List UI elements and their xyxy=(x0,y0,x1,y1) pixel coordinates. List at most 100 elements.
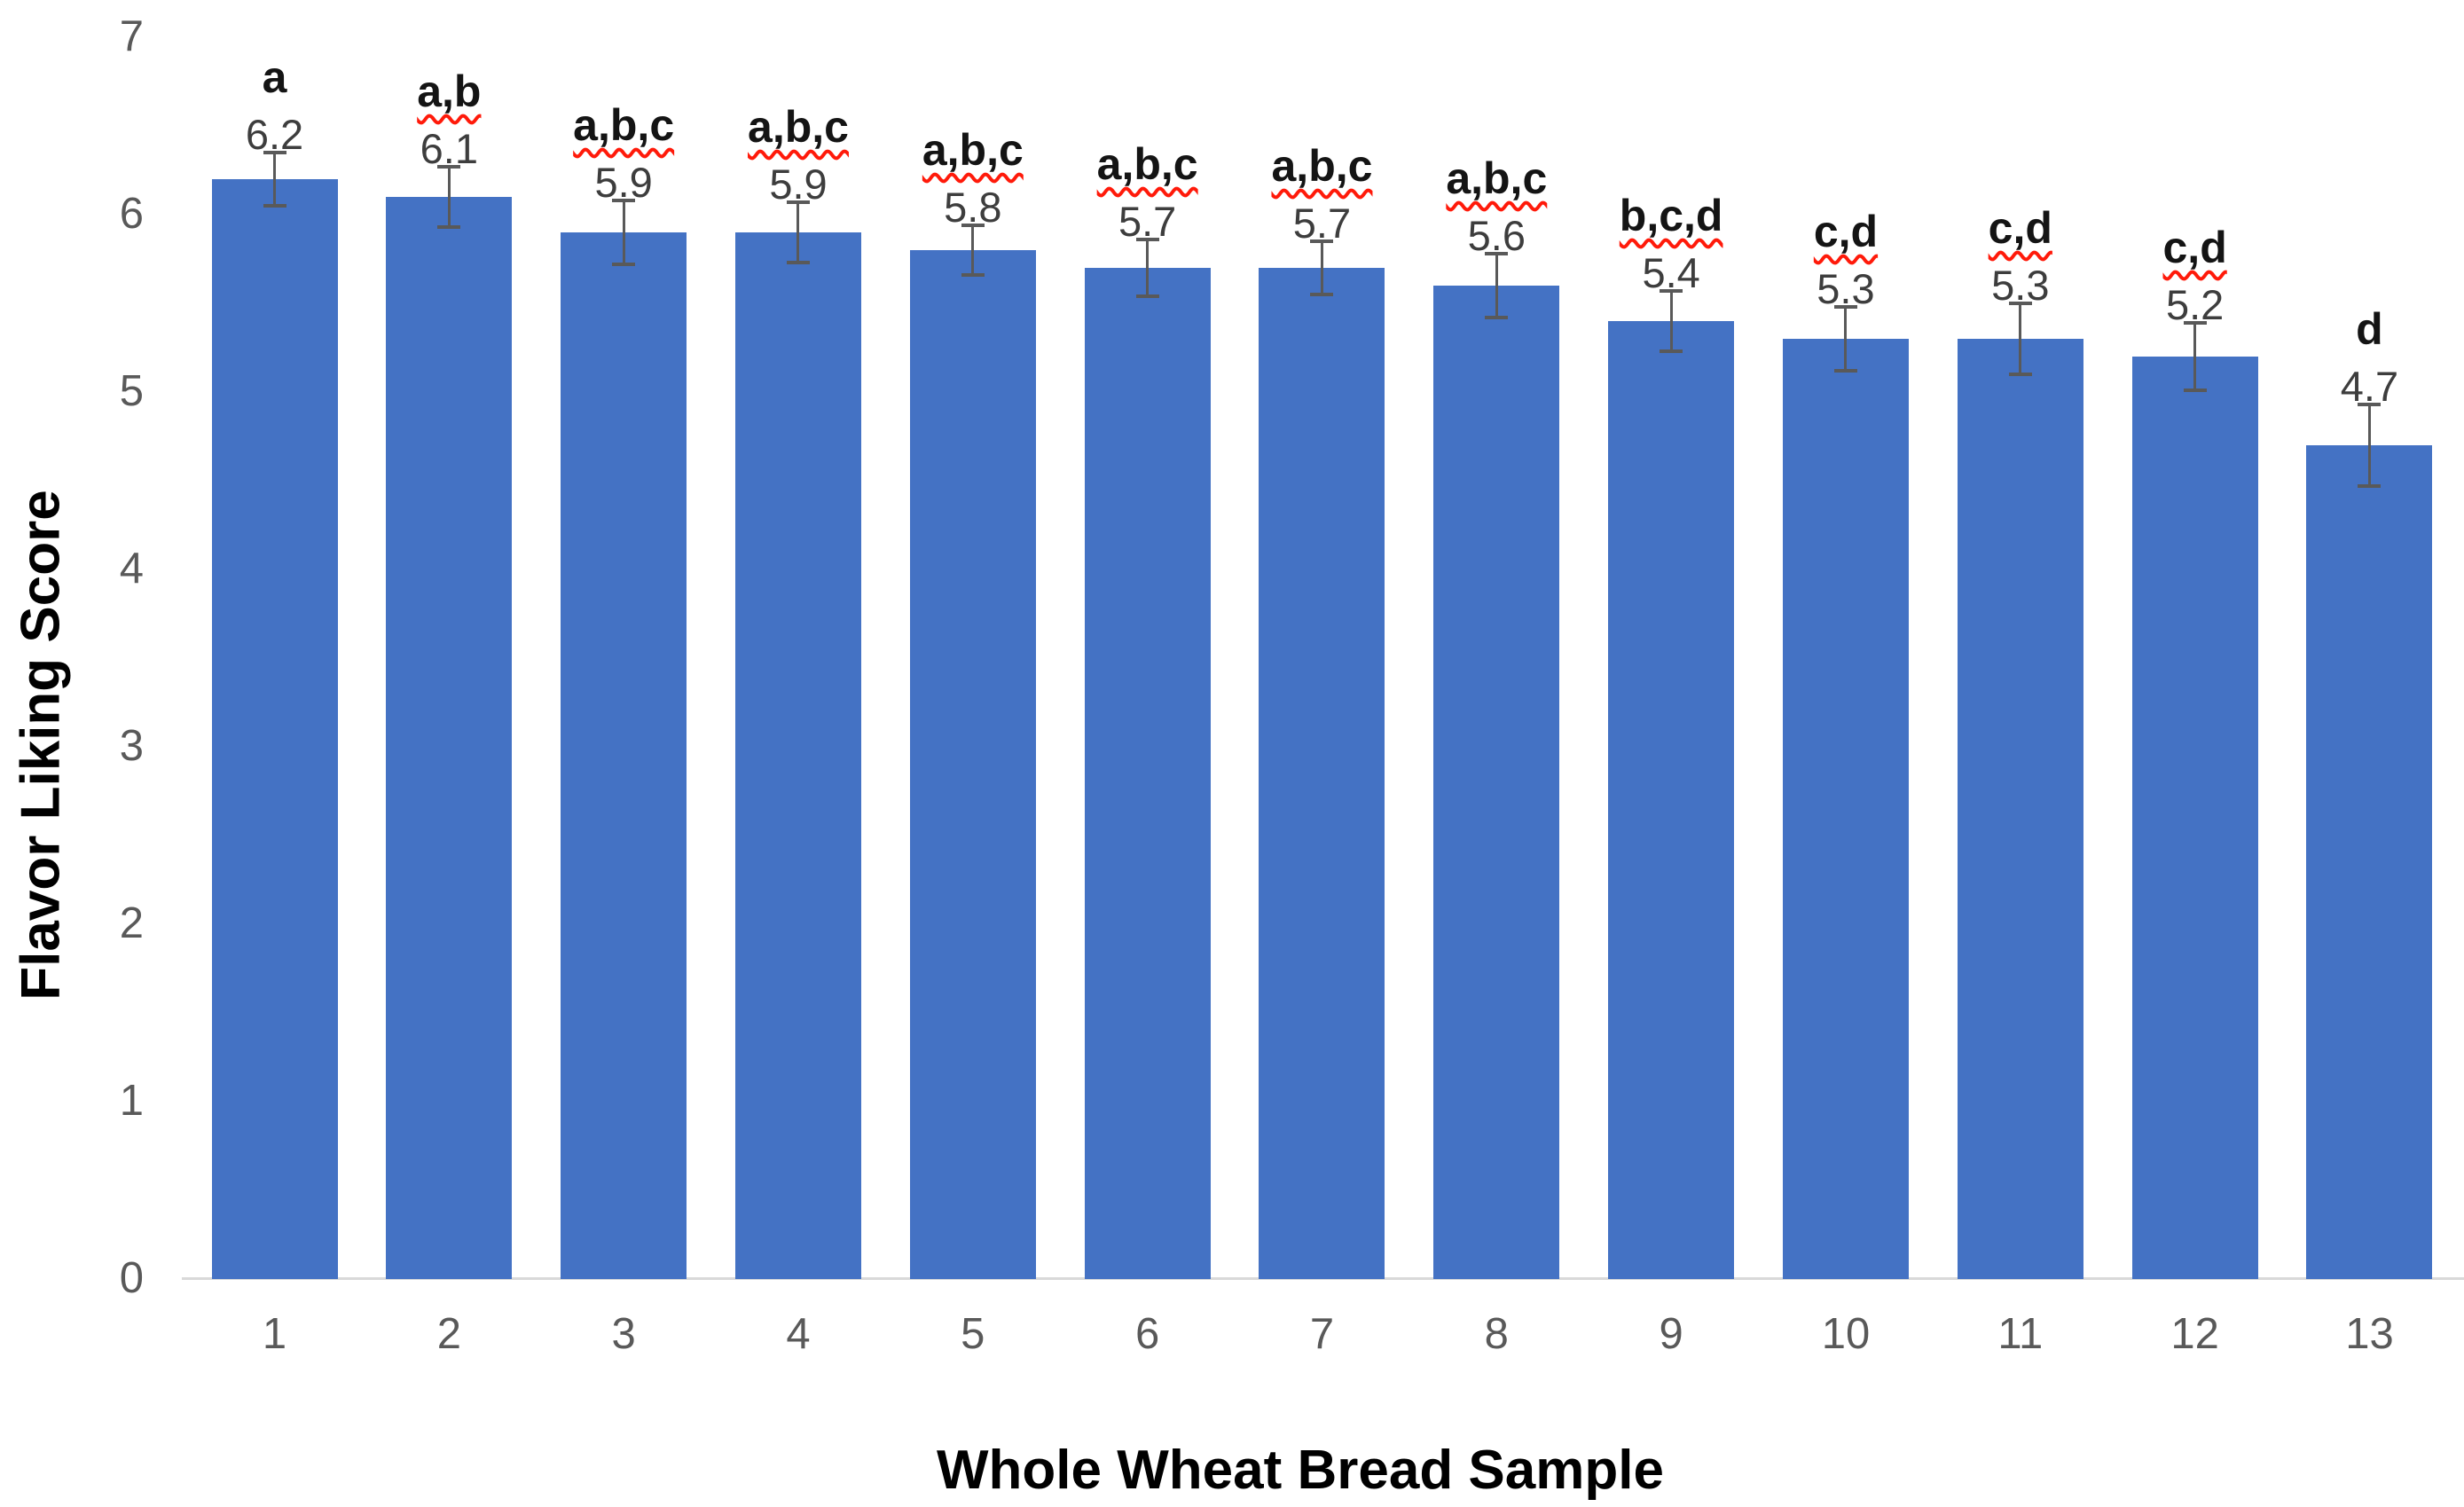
bar xyxy=(1957,339,2083,1279)
error-bar-cap-bottom xyxy=(612,263,636,266)
error-bar-cap-bottom xyxy=(1660,349,1683,353)
x-tick-label: 9 xyxy=(1659,1310,1683,1358)
error-bar-line xyxy=(1669,291,1673,351)
error-bar-cap-bottom xyxy=(437,225,461,229)
x-tick-label: 10 xyxy=(1821,1310,1871,1358)
significance-label: a,b,c xyxy=(922,125,1024,175)
y-tick-label: 0 xyxy=(119,1254,144,1302)
bar xyxy=(1433,286,1560,1279)
error-bar-cap-top xyxy=(2183,321,2207,325)
error-bar-line xyxy=(273,153,276,206)
bar xyxy=(909,250,1036,1279)
bar xyxy=(2306,445,2433,1279)
error-bar-line xyxy=(2019,303,2022,374)
bar xyxy=(1608,321,1735,1279)
error-bar-cap-top xyxy=(1485,252,1509,255)
value-label: 5.9 xyxy=(594,159,653,206)
error-bar-cap-bottom xyxy=(786,261,810,264)
value-label: 6.2 xyxy=(245,111,304,158)
x-tick-label: 11 xyxy=(1997,1310,2044,1358)
significance-label: c,d xyxy=(1813,207,1879,256)
error-bar-cap-top xyxy=(612,199,636,202)
significance-label: c,d xyxy=(2162,223,2227,272)
significance-label: b,c,d xyxy=(1619,191,1723,240)
error-bar-cap-top xyxy=(2358,403,2382,406)
x-tick-label: 6 xyxy=(1135,1310,1160,1358)
error-bar-cap-top xyxy=(961,224,985,227)
bar xyxy=(1259,268,1385,1279)
x-tick-label: 12 xyxy=(2170,1310,2219,1358)
significance-label: a,b,c xyxy=(748,102,849,152)
value-label: 5.2 xyxy=(2165,281,2225,328)
error-bar-cap-top xyxy=(1135,238,1159,241)
bar xyxy=(1084,268,1211,1279)
error-bar-line xyxy=(447,167,451,227)
error-bar-line xyxy=(796,202,800,263)
x-tick-label: 4 xyxy=(786,1310,811,1358)
x-tick-label: 13 xyxy=(2345,1310,2394,1358)
error-bar-cap-bottom xyxy=(2008,373,2032,376)
error-bar-line xyxy=(1844,307,1848,371)
error-bar-line xyxy=(1495,254,1498,318)
error-bar-cap-bottom xyxy=(1485,316,1509,319)
significance-label: a xyxy=(262,52,287,102)
x-tick-label: 3 xyxy=(611,1310,636,1358)
error-bar-cap-bottom xyxy=(961,273,985,277)
error-bar-line xyxy=(2367,404,2371,486)
error-bar-cap-top xyxy=(786,200,810,204)
error-bar-cap-top xyxy=(1833,305,1857,309)
y-tick-label: 4 xyxy=(119,545,144,593)
significance-label: a,b,c xyxy=(1096,139,1198,189)
x-tick-label: 8 xyxy=(1484,1310,1509,1358)
y-tick-label: 7 xyxy=(119,12,144,60)
value-label: 5.9 xyxy=(769,161,828,208)
significance-label: d xyxy=(2356,304,2383,354)
error-bar-line xyxy=(2193,323,2197,390)
significance-label: a,b,c xyxy=(1271,141,1373,191)
significance-label: a,b xyxy=(417,67,482,116)
bar xyxy=(211,179,338,1279)
y-tick-label: 6 xyxy=(119,190,144,238)
value-label: 4.7 xyxy=(2340,363,2399,410)
error-bar-cap-bottom xyxy=(2183,389,2207,392)
bar xyxy=(386,197,513,1279)
significance-label: a,b,c xyxy=(573,100,675,150)
error-bar-cap-bottom xyxy=(1135,294,1159,298)
error-bar-line xyxy=(971,225,975,275)
error-bar-line xyxy=(1146,239,1150,296)
bar xyxy=(2131,357,2258,1279)
x-axis-title: Whole Wheat Bread Sample xyxy=(937,1440,1664,1501)
significance-label: c,d xyxy=(1988,203,2052,253)
x-tick-label: 5 xyxy=(961,1310,985,1358)
x-tick-label: 2 xyxy=(436,1310,461,1358)
bar xyxy=(561,232,687,1279)
value-label: 5.7 xyxy=(1118,198,1177,245)
y-tick-label: 3 xyxy=(119,722,144,770)
bar xyxy=(1782,339,1909,1279)
error-bar-cap-top xyxy=(1310,239,1334,243)
value-label: 5.8 xyxy=(944,184,1002,231)
value-label: 5.4 xyxy=(1642,249,1700,296)
error-bar-cap-bottom xyxy=(1310,293,1334,296)
x-tick-label: 1 xyxy=(262,1310,287,1358)
error-bar-cap-bottom xyxy=(1833,369,1857,373)
error-bar-line xyxy=(622,200,625,264)
value-label: 5.6 xyxy=(1467,212,1526,259)
error-bar-cap-top xyxy=(1660,289,1683,293)
error-bar-line xyxy=(1320,241,1323,294)
value-label: 6.1 xyxy=(420,125,478,172)
value-label: 5.3 xyxy=(1817,265,1875,312)
error-bar-cap-top xyxy=(2008,302,2032,305)
error-bar-cap-top xyxy=(437,165,461,169)
x-tick-label: 7 xyxy=(1309,1310,1335,1358)
error-bar-cap-bottom xyxy=(2358,484,2382,488)
value-label: 5.3 xyxy=(1991,262,2050,309)
bar xyxy=(734,232,861,1279)
y-tick-label: 5 xyxy=(119,367,144,415)
error-bar-cap-top xyxy=(263,151,286,154)
error-bar-cap-bottom xyxy=(263,204,286,208)
value-label: 5.7 xyxy=(1292,200,1352,247)
significance-label: a,b,c xyxy=(1446,153,1548,203)
y-tick-label: 1 xyxy=(119,1077,144,1125)
